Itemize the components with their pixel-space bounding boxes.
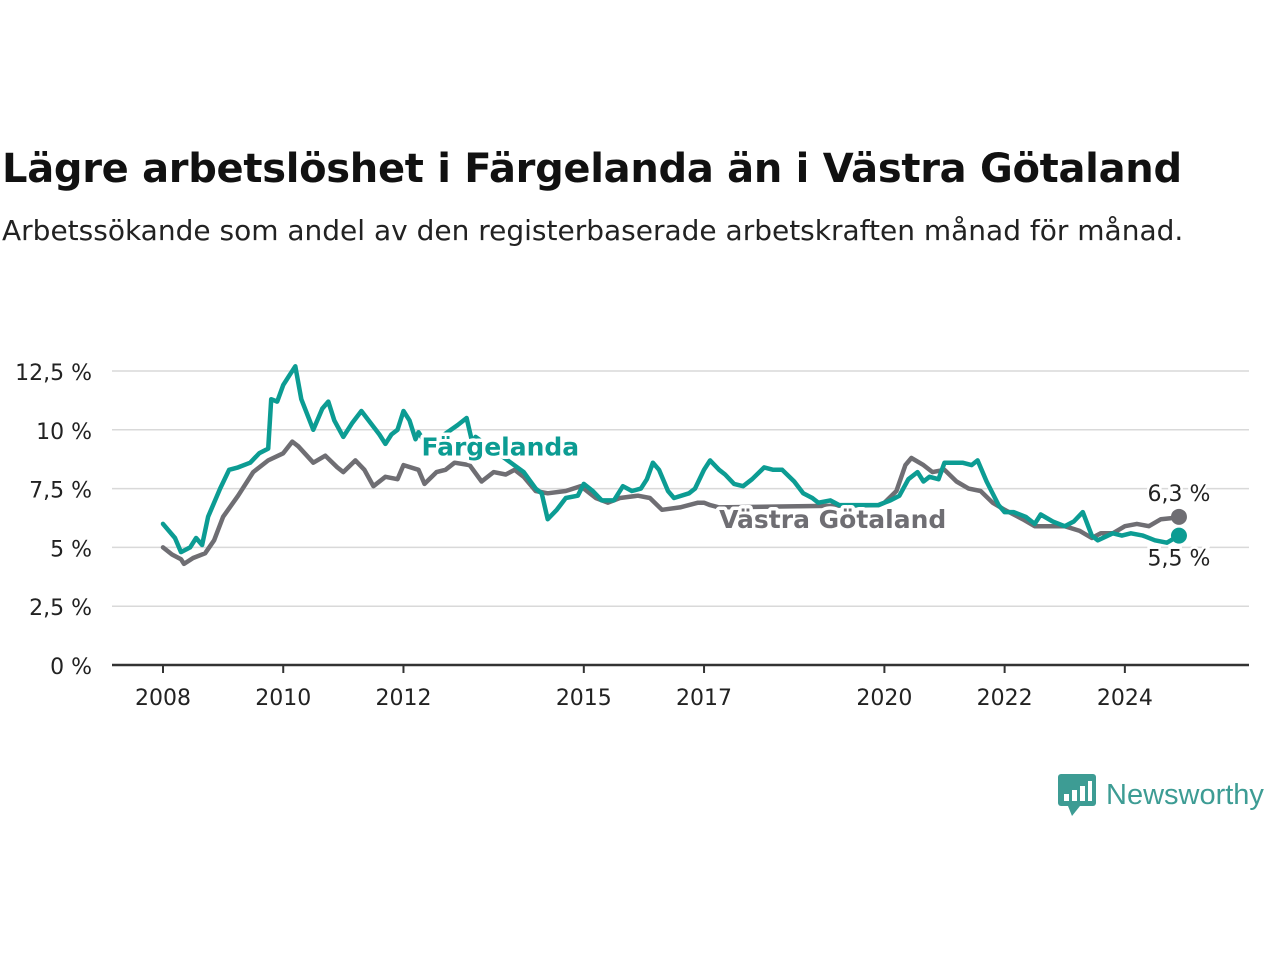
series-end-markers: 6,3 % 5,5 %: [1145, 479, 1213, 574]
y-tick-label: 10 %: [36, 420, 92, 445]
series-line-vastra-gotaland: [160, 439, 1182, 567]
y-tick-label: 5 %: [50, 537, 92, 562]
y-tick-label: 0 %: [50, 655, 92, 680]
x-tick-label: 2010: [255, 686, 311, 711]
y-tick-label: 12,5 %: [15, 361, 92, 386]
grid-lines: [112, 370, 1249, 607]
series-annotations: Färgelanda Västra Götaland: [418, 429, 950, 538]
series-annotation-label: Västra Götaland: [719, 505, 946, 534]
y-axis-tick-labels: 0 % 2,5 % 5 % 7,5 % 10 % 12,5 %: [15, 361, 92, 680]
newsworthy-logo-icon: [1058, 774, 1096, 816]
series-end-label: 5,5 %: [1148, 547, 1211, 572]
chart-subtitle: Arbetssökande som andel av den registerb…: [2, 214, 1184, 247]
x-tick-label: 2024: [1097, 686, 1153, 711]
x-tick-label: 2017: [676, 686, 732, 711]
chart-title: Lägre arbetslöshet i Färgelanda än i Väs…: [2, 146, 1182, 192]
y-tick-label: 7,5 %: [29, 479, 92, 504]
series-end-point: [1170, 527, 1187, 544]
x-tick-label: 2008: [135, 686, 191, 711]
x-tick-label: 2020: [856, 686, 912, 711]
series-lines: [160, 364, 1182, 567]
brand-name: Newsworthy: [1106, 778, 1264, 811]
series-end-label: 6,3 %: [1148, 482, 1211, 507]
series-line-fargelanda: [160, 364, 1182, 555]
x-tick-label: 2015: [556, 686, 612, 711]
x-tick-label: 2012: [375, 686, 431, 711]
x-tick-label: 2022: [977, 686, 1033, 711]
y-tick-label: 2,5 %: [29, 596, 92, 621]
series-end-point: [1170, 508, 1187, 525]
x-axis: 2008 2010 2012 2015 2017 2020 2022 2024: [112, 663, 1249, 711]
brand: Newsworthy: [1058, 772, 1264, 818]
series-annotation-label: Färgelanda: [422, 432, 580, 461]
